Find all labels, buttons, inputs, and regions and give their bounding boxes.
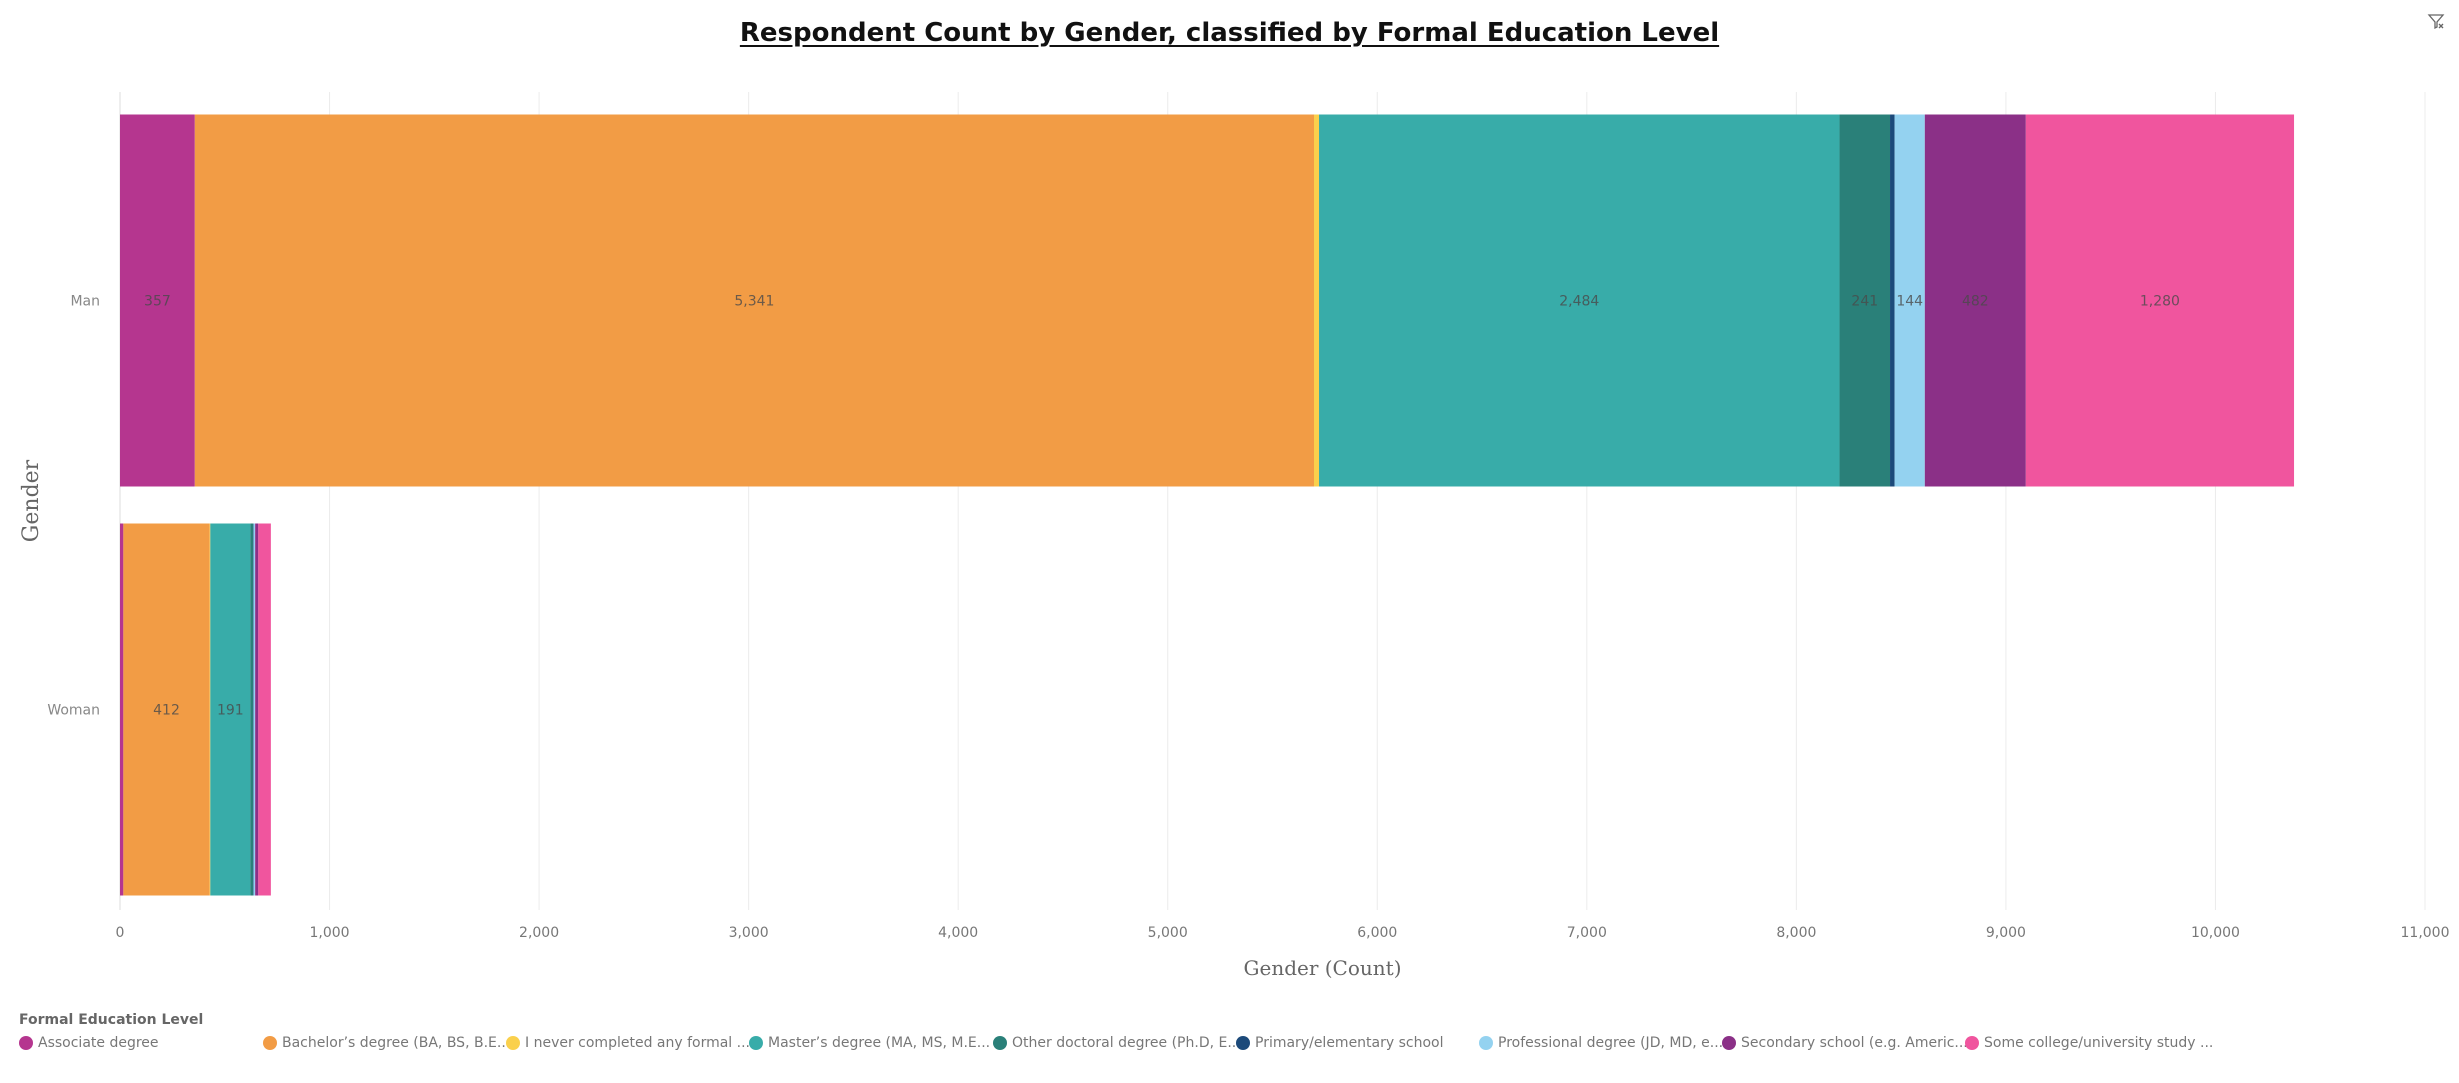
legend-swatch: [19, 1036, 33, 1050]
legend-label: Other doctoral degree (Ph.D, E...: [1012, 1035, 1241, 1051]
legend-swatch: [993, 1036, 1007, 1050]
x-tick-label: 3,000: [729, 925, 769, 941]
x-tick-label: 10,000: [2191, 925, 2240, 941]
bar-segment[interactable]: [258, 524, 271, 896]
data-label: 144: [1896, 294, 1923, 310]
x-axis-title: Gender (Count): [1244, 956, 1402, 980]
y-category-label: Man: [70, 294, 100, 310]
legend-item[interactable]: Other doctoral degree (Ph.D, E...: [993, 1033, 1241, 1053]
y-category-label: Woman: [47, 703, 100, 719]
bar-segment[interactable]: [1314, 115, 1319, 487]
legend-label: Master’s degree (MA, MS, M.E...: [768, 1035, 990, 1051]
legend-label: Bachelor’s degree (BA, BS, B.E...: [282, 1035, 510, 1051]
x-tick-label: 4,000: [938, 925, 978, 941]
x-tick-label: 6,000: [1357, 925, 1397, 941]
data-label: 191: [217, 703, 244, 719]
x-tick-label: 5,000: [1148, 925, 1188, 941]
legend: Associate degree Bachelor’s degree (BA, B…: [19, 1033, 2449, 1055]
x-tick-label: 9,000: [1986, 925, 2026, 941]
x-tick-label: 0: [116, 925, 125, 941]
x-tick-label: 2,000: [519, 925, 559, 941]
bar-segment[interactable]: [253, 524, 255, 896]
x-tick-label: 7,000: [1567, 925, 1607, 941]
data-label: 241: [1851, 294, 1878, 310]
legend-label: Some college/university study ...: [1984, 1035, 2213, 1051]
legend-title: Formal Education Level: [19, 1012, 203, 1028]
legend-swatch: [1479, 1036, 1493, 1050]
data-label: 5,341: [734, 294, 774, 310]
x-tick-label: 11,000: [2401, 925, 2450, 941]
x-tick-label: 8,000: [1776, 925, 1816, 941]
legend-item[interactable]: Secondary school (e.g. Americ...: [1722, 1033, 1968, 1053]
legend-label: I never completed any formal ...: [525, 1035, 750, 1051]
data-label: 412: [153, 703, 180, 719]
bar-segment[interactable]: [120, 524, 123, 896]
data-label: 2,484: [1559, 294, 1599, 310]
bar-segment[interactable]: [250, 524, 253, 896]
legend-item[interactable]: Primary/elementary school: [1236, 1033, 1444, 1053]
legend-label: Primary/elementary school: [1255, 1035, 1444, 1051]
bar-segment[interactable]: [1890, 115, 1895, 487]
legend-item[interactable]: Some college/university study ...: [1965, 1033, 2213, 1053]
bar-segment[interactable]: [210, 524, 211, 896]
chart-plot: 0 1,000 2,000 3,000 4,000 5,000 6,000 7,000 8,00…: [0, 0, 2459, 1000]
legend-item[interactable]: Associate degree: [19, 1033, 159, 1053]
data-label: 357: [144, 294, 171, 310]
data-label: 1,280: [2140, 294, 2180, 310]
legend-swatch: [1722, 1036, 1736, 1050]
y-axis-title: Gender: [19, 459, 44, 542]
legend-swatch: [263, 1036, 277, 1050]
legend-swatch: [749, 1036, 763, 1050]
legend-label: Associate degree: [38, 1035, 159, 1051]
legend-label: Secondary school (e.g. Americ...: [1741, 1035, 1968, 1051]
legend-item[interactable]: Master’s degree (MA, MS, M.E...: [749, 1033, 990, 1053]
legend-item[interactable]: Professional degree (JD, MD, e...: [1479, 1033, 1723, 1053]
data-label: 482: [1962, 294, 1989, 310]
legend-item[interactable]: Bachelor’s degree (BA, BS, B.E...: [263, 1033, 510, 1053]
bar-segment[interactable]: [255, 524, 258, 896]
legend-swatch: [506, 1036, 520, 1050]
legend-swatch: [1236, 1036, 1250, 1050]
legend-swatch: [1965, 1036, 1979, 1050]
x-tick-label: 1,000: [309, 925, 349, 941]
legend-label: Professional degree (JD, MD, e...: [1498, 1035, 1723, 1051]
legend-item[interactable]: I never completed any formal ...: [506, 1033, 750, 1053]
